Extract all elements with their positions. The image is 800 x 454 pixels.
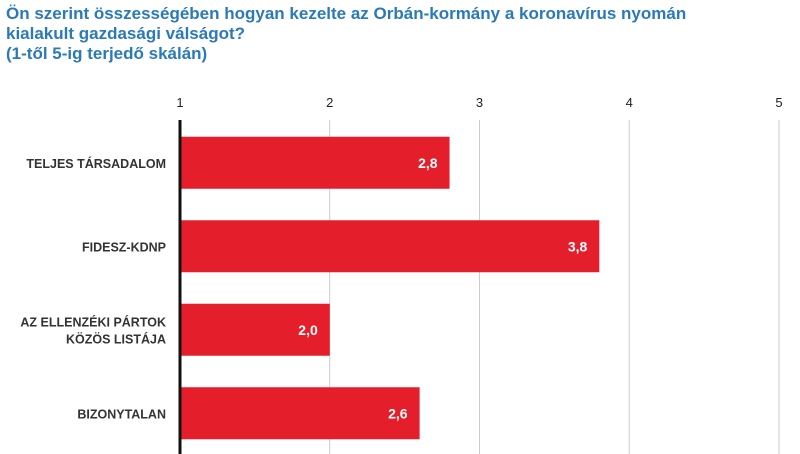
title-line-2: kialakult gazdasági válságot? bbox=[6, 24, 246, 43]
value-label-2: 2,0 bbox=[298, 322, 318, 338]
chart-title: Ön szerint összességében hogyan kezelte … bbox=[6, 4, 796, 64]
category-label-2-1: KÖZÖS LISTÁJA bbox=[66, 331, 166, 346]
category-label-2-0: AZ ELLENZÉKI PÁRTOK bbox=[20, 314, 166, 329]
x-tick-label-5: 5 bbox=[775, 95, 782, 110]
category-label-1-0: FIDESZ-KDNP bbox=[82, 240, 166, 254]
value-label-0: 2,8 bbox=[418, 155, 438, 171]
title-line-1: Ön szerint összességében hogyan kezelte … bbox=[6, 4, 687, 23]
bar-0 bbox=[181, 136, 450, 189]
x-tick-label-1: 1 bbox=[176, 95, 183, 110]
bar-2 bbox=[181, 303, 330, 356]
value-label-1: 3,8 bbox=[568, 238, 588, 254]
category-label-0-0: TELJES TÁRSADALOM bbox=[26, 156, 166, 171]
x-tick-label-3: 3 bbox=[476, 95, 483, 110]
x-tick-label-2: 2 bbox=[326, 95, 333, 110]
bar-3 bbox=[181, 387, 420, 440]
bar-1 bbox=[181, 220, 600, 273]
value-label-3: 2,6 bbox=[388, 405, 408, 421]
title-line-3: (1-től 5-ig terjedő skálán) bbox=[6, 44, 208, 63]
category-label-3-0: BIZONYTALAN bbox=[77, 407, 166, 421]
x-tick-label-4: 4 bbox=[626, 95, 633, 110]
